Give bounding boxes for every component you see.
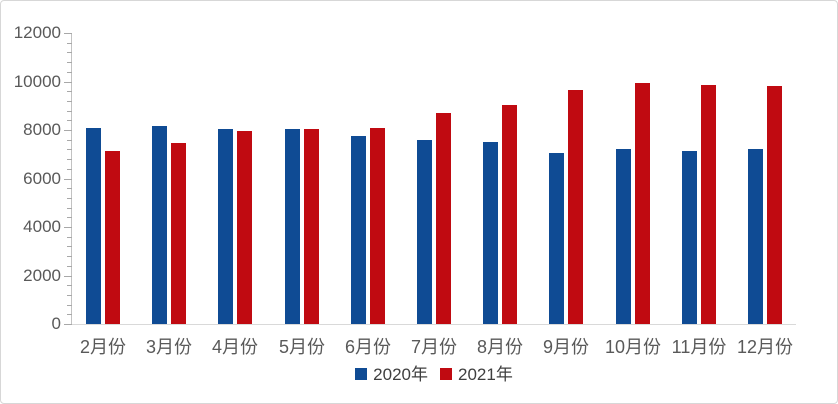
y-tick-minor	[67, 217, 72, 218]
y-tick-major	[64, 276, 72, 277]
y-tick-minor	[67, 208, 72, 209]
bar-series1-m9	[682, 151, 697, 324]
bar-series2-m1	[171, 143, 186, 324]
y-tick-minor	[67, 149, 72, 150]
bar-series1-m1	[152, 126, 167, 324]
y-tick-minor	[67, 140, 72, 141]
x-axis-label: 2月份	[79, 337, 126, 357]
y-tick-minor	[67, 159, 72, 160]
y-tick-label: 6000	[23, 169, 61, 188]
legend-label: 2021年	[458, 364, 513, 384]
y-tick-label: 8000	[23, 120, 61, 139]
y-tick-label: 12000	[13, 23, 61, 42]
y-tick-minor	[67, 62, 72, 63]
y-tick-label: 0	[51, 314, 61, 333]
y-tick-label: 2000	[23, 266, 61, 285]
y-tick-minor	[67, 266, 72, 267]
legend: 2020年 2021年	[72, 365, 796, 383]
legend-swatch-icon	[355, 368, 368, 380]
y-tick-label: 10000	[13, 72, 61, 91]
y-tick-minor	[67, 295, 72, 296]
x-axis-label: 12月份	[736, 337, 794, 357]
x-axis-label: 9月份	[542, 337, 589, 357]
bar-series2-m3	[304, 129, 319, 324]
y-tick-major	[64, 82, 72, 83]
bar-series2-m10	[767, 86, 782, 324]
bar-series2-m0	[105, 151, 120, 324]
bar-series1-m10	[748, 149, 763, 324]
bar-series2-m6	[502, 105, 517, 324]
y-tick-minor	[67, 111, 72, 112]
y-tick-minor	[67, 305, 72, 306]
bar-series2-m9	[701, 85, 716, 324]
x-axis-label: 11月份	[671, 337, 727, 357]
y-tick-minor	[67, 169, 72, 170]
bar-series2-m2	[237, 131, 252, 324]
y-tick-minor	[67, 285, 72, 286]
bar-series2-m8	[635, 83, 650, 324]
bar-series2-m5	[436, 113, 451, 324]
y-tick-label: 4000	[23, 217, 61, 236]
x-axis-label: 10月份	[604, 337, 662, 357]
y-tick-major	[64, 130, 72, 131]
bar-series2-m7	[568, 90, 583, 324]
y-tick-minor	[67, 72, 72, 73]
y-tick-minor	[67, 246, 72, 247]
y-tick-minor	[67, 314, 72, 315]
x-axis-label: 3月份	[145, 337, 192, 357]
y-tick-minor	[67, 120, 72, 121]
y-tick-major	[64, 324, 72, 325]
y-tick-minor	[67, 237, 72, 238]
legend-swatch-icon	[440, 368, 452, 380]
y-tick-minor	[67, 43, 72, 44]
bar-series1-m7	[549, 153, 564, 324]
y-tick-major	[64, 179, 72, 180]
y-tick-minor	[67, 91, 72, 92]
bar-series1-m2	[218, 129, 233, 324]
x-axis-label: 4月份	[211, 337, 258, 357]
bar-series1-m4	[351, 136, 366, 324]
y-tick-minor	[67, 256, 72, 257]
bar-series1-m3	[285, 129, 300, 324]
y-tick-minor	[67, 188, 72, 189]
x-axis-label: 6月份	[344, 337, 391, 357]
bar-series1-m0	[86, 128, 101, 324]
legend-item-series1: 2020年	[355, 366, 428, 383]
bar-series1-m5	[417, 140, 432, 324]
y-tick-minor	[67, 52, 72, 53]
y-tick-minor	[67, 198, 72, 199]
x-axis-label: 5月份	[278, 337, 325, 357]
x-axis-label: 8月份	[476, 337, 523, 357]
legend-item-series2: 2021年	[440, 366, 513, 383]
x-axis-label: 7月份	[410, 337, 457, 357]
bar-series1-m8	[616, 149, 631, 324]
y-tick-major	[64, 227, 72, 228]
bar-series1-m6	[483, 142, 498, 324]
y-tick-major	[64, 33, 72, 34]
x-axis-line	[72, 324, 796, 325]
y-tick-minor	[67, 101, 72, 102]
legend-label: 2020年	[373, 364, 428, 384]
bar-series2-m4	[370, 128, 385, 324]
